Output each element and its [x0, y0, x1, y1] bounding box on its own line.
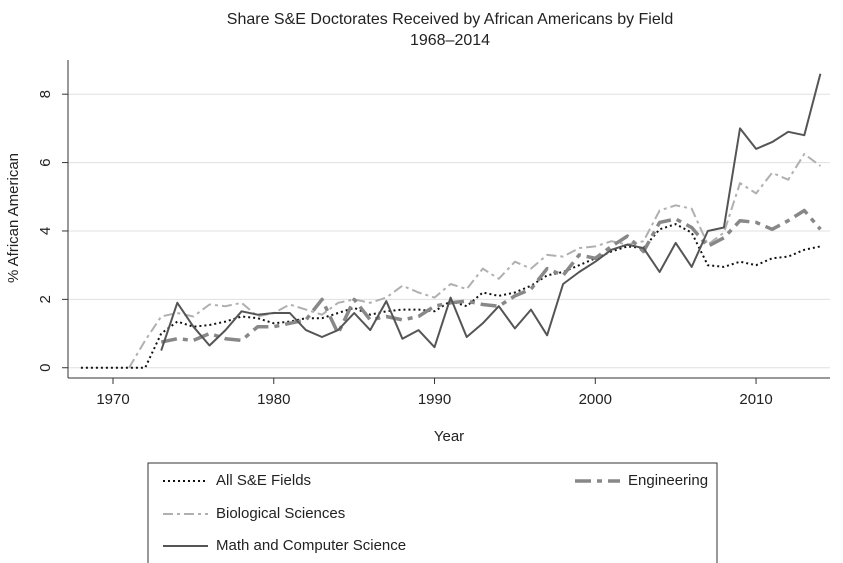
x-tick-label: 1970: [96, 391, 129, 408]
y-tick-label: 4: [37, 227, 54, 235]
chart-title: Share S&E Doctorates Received by African…: [227, 11, 673, 28]
series-line: [160, 73, 822, 351]
y-tick-label: 0: [37, 364, 54, 372]
legend-label: Engineering: [628, 472, 708, 489]
legend-label: Math and Computer Science: [216, 537, 406, 554]
legend-label: Biological Sciences: [216, 505, 345, 522]
y-tick-label: 2: [37, 295, 54, 303]
y-tick-label: 8: [37, 90, 54, 98]
series-line: [128, 153, 821, 369]
y-tick-label: 6: [37, 158, 54, 166]
series-line: [80, 223, 821, 369]
x-tick-label: 1980: [257, 391, 290, 408]
x-axis-label: Year: [434, 428, 464, 445]
legend-label: All S&E Fields: [216, 472, 311, 489]
legend-box: [147, 462, 718, 563]
x-tick-label: 1990: [418, 391, 451, 408]
chart-subtitle: 1968–2014: [410, 32, 490, 49]
y-axis-label: % African American: [5, 153, 22, 283]
x-tick-label: 2000: [579, 391, 612, 408]
series-line: [160, 208, 822, 344]
x-tick-label: 2010: [739, 391, 772, 408]
